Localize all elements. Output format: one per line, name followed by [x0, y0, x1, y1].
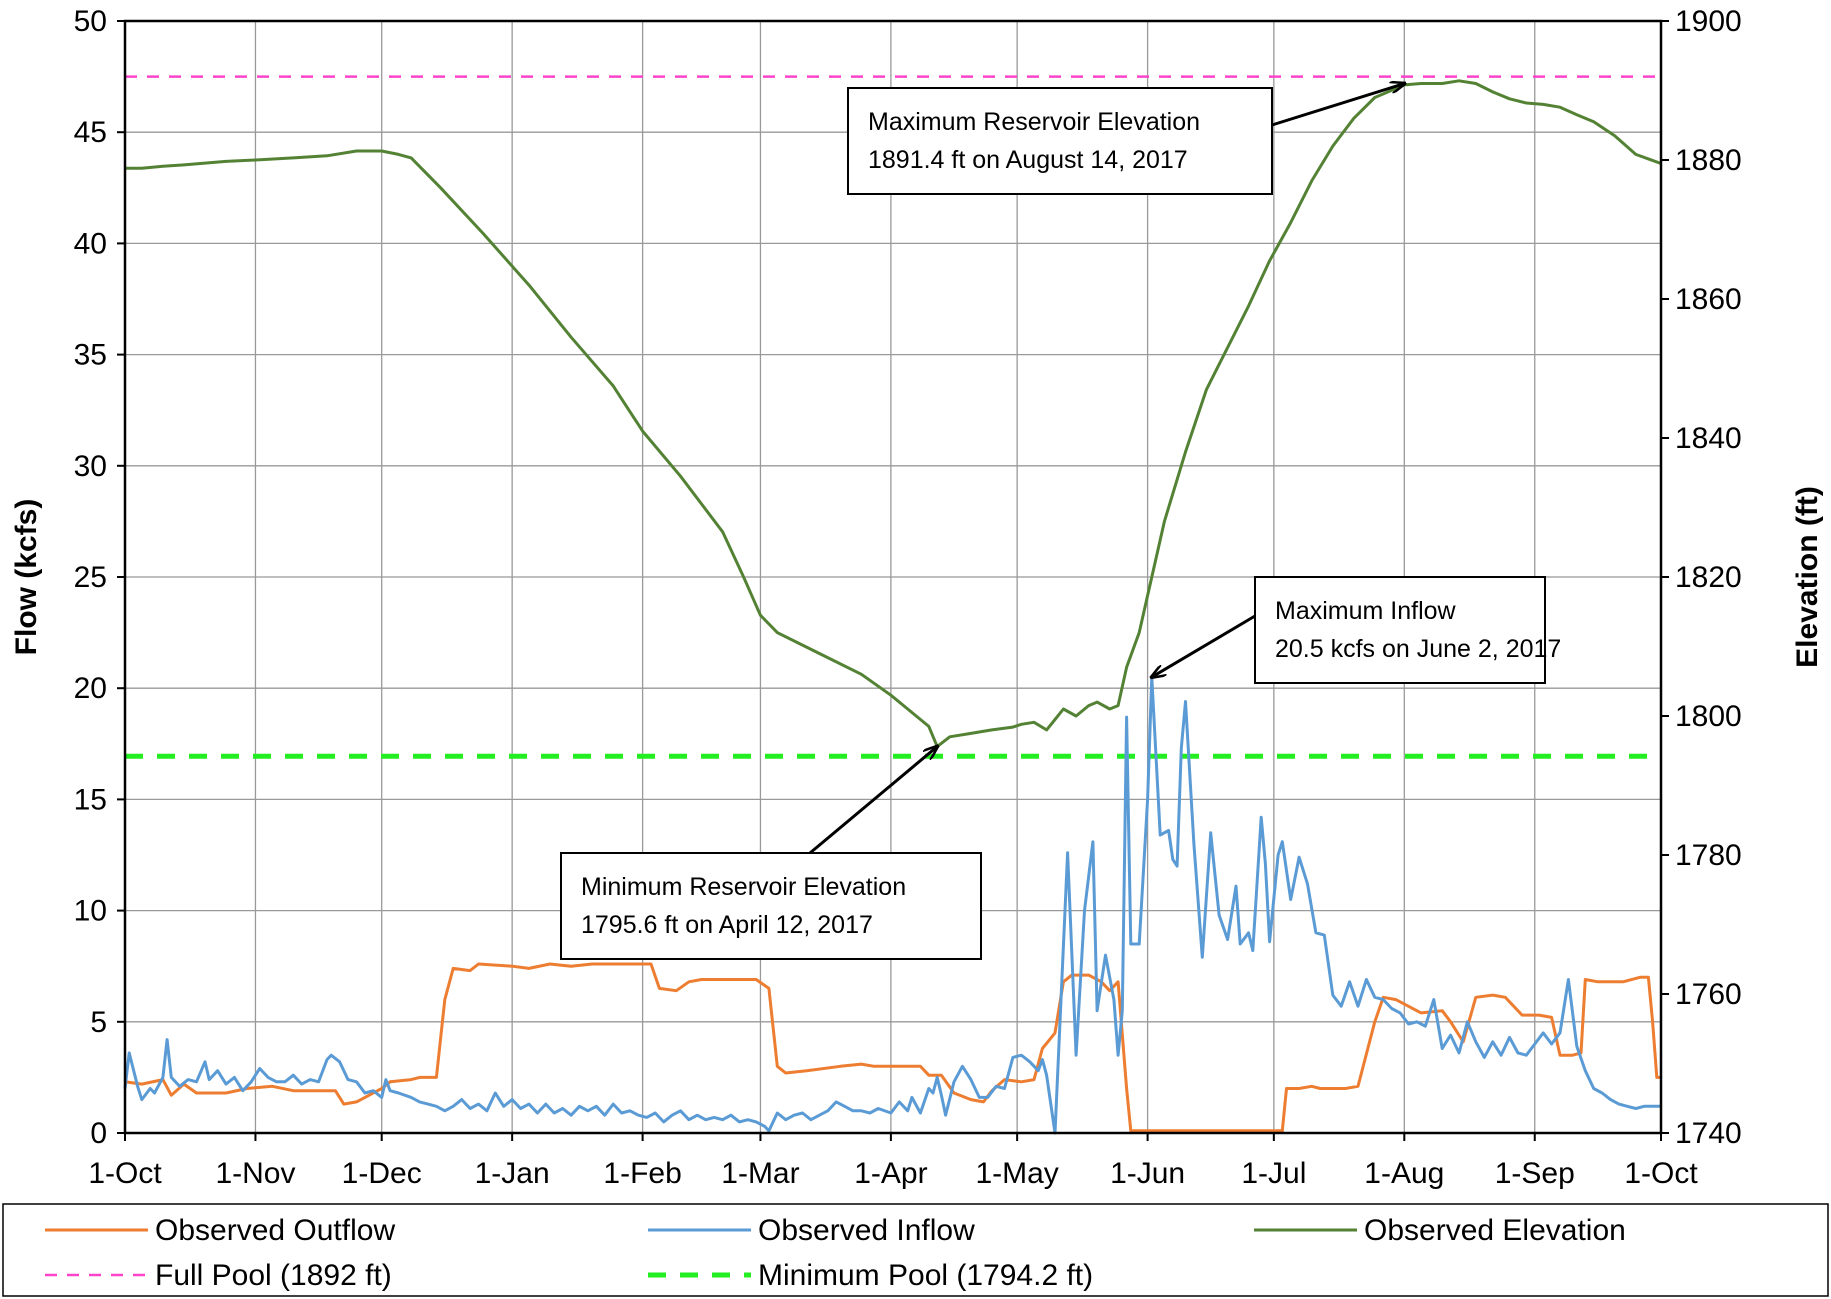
- annotation-text: 1891.4 ft on August 14, 2017: [868, 146, 1188, 174]
- legend-label-observed-elevation: Observed Elevation: [1364, 1214, 1626, 1247]
- y-left-tick-label: 40: [74, 227, 107, 260]
- x-tick-label: 1-Sep: [1495, 1157, 1575, 1190]
- y-left-tick-label: 10: [74, 895, 107, 928]
- y-left-tick-label: 25: [74, 561, 107, 594]
- x-tick-label: 1-Jun: [1110, 1157, 1185, 1190]
- legend-label-minimum-pool-1794-2-ft: Minimum Pool (1794.2 ft): [758, 1259, 1093, 1292]
- y-right-tick-label: 1780: [1675, 839, 1742, 872]
- annotation-text: Minimum Reservoir Elevation: [581, 873, 906, 901]
- y-right-tick-label: 1760: [1675, 978, 1742, 1011]
- x-tick-label: 1-Jul: [1241, 1157, 1306, 1190]
- x-tick-label: 1-Aug: [1364, 1157, 1444, 1190]
- annotation-text: 20.5 kcfs on June 2, 2017: [1275, 635, 1561, 663]
- x-tick-label: 1-Oct: [88, 1157, 162, 1190]
- y-right-tick-label: 1740: [1675, 1117, 1742, 1150]
- annotation-text: Maximum Inflow: [1275, 597, 1457, 625]
- annotation-arrow: [1152, 614, 1256, 677]
- series-line-observed-inflow: [123, 675, 1661, 1135]
- annotations: Maximum Reservoir Elevation 1891.4 ft on …: [560, 84, 1561, 960]
- y-left-tick-label: 30: [74, 450, 107, 483]
- x-tick-label: 1-Oct: [1624, 1157, 1698, 1190]
- x-tick-label: 1-Apr: [854, 1157, 927, 1190]
- legend: Observed Outflow Observed Inflow Observed …: [2, 1203, 1829, 1297]
- y-left-tick-label: 20: [74, 672, 107, 705]
- annotation-box: [560, 852, 982, 960]
- y-right-tick-label: 1820: [1675, 561, 1742, 594]
- annotation-text: Maximum Reservoir Elevation: [868, 108, 1200, 136]
- y-left-tick-label: 50: [74, 5, 107, 38]
- legend-box: [2, 1203, 1829, 1297]
- x-tick-label: 1-Mar: [721, 1157, 799, 1190]
- x-tick-label: 1-Nov: [215, 1157, 295, 1190]
- y-left-tick-label: 15: [74, 783, 107, 816]
- annotation-arrow: [809, 747, 937, 855]
- legend-label-observed-outflow: Observed Outflow: [155, 1214, 395, 1247]
- x-tick-label: 1-Feb: [603, 1157, 681, 1190]
- legend-label-observed-inflow: Observed Inflow: [758, 1214, 975, 1247]
- tick-labels: 1-Oct 1-Nov 1-Dec 1-Jan 1-Feb 1-Mar 1-Apr 1-May…: [74, 5, 1742, 1190]
- x-tick-label: 1-Dec: [342, 1157, 422, 1190]
- annotation-box: [847, 87, 1273, 195]
- y-left-tick-label: 5: [90, 1006, 107, 1039]
- y-axis-left-title: Flow (kcfs): [10, 499, 43, 656]
- y-right-tick-label: 1840: [1675, 422, 1742, 455]
- annotation-text: 1795.6 ft on April 12, 2017: [581, 911, 873, 939]
- annotation-arrow: [1271, 84, 1404, 127]
- y-left-tick-label: 0: [90, 1117, 107, 1150]
- x-tick-label: 1-Jan: [475, 1157, 550, 1190]
- x-tick-label: 1-May: [975, 1157, 1058, 1190]
- reference-lines: [125, 75, 1661, 759]
- y-right-tick-label: 1900: [1675, 5, 1742, 38]
- series-group: [123, 79, 1662, 1135]
- y-left-tick-label: 35: [74, 339, 107, 372]
- legend-label-full-pool-1892-ft: Full Pool (1892 ft): [155, 1259, 392, 1292]
- series-line-observed-elevation: [125, 79, 1662, 749]
- y-right-tick-label: 1800: [1675, 700, 1742, 733]
- y-right-tick-label: 1880: [1675, 144, 1742, 177]
- y-axis-right-title: Elevation (ft): [1791, 486, 1824, 668]
- y-left-tick-label: 45: [74, 116, 107, 149]
- annotation-box: [1254, 576, 1546, 684]
- y-right-tick-label: 1860: [1675, 283, 1742, 316]
